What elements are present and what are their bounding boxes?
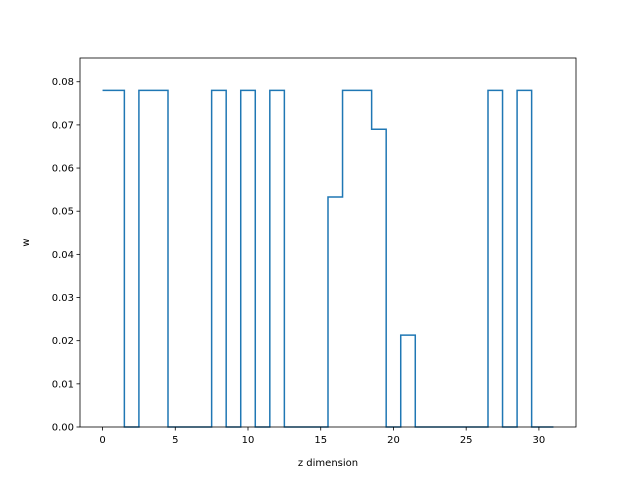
y-tick-label: 0.00 (52, 423, 74, 434)
x-tick-label: 25 (460, 435, 473, 446)
x-tick-label: 0 (99, 435, 105, 446)
y-tick-label: 0.05 (52, 207, 74, 218)
y-tick-label: 0.02 (52, 336, 74, 347)
series-line (102, 89, 554, 428)
axes-frame (79, 57, 577, 428)
y-axis-label: w (21, 238, 32, 246)
y-tick-label: 0.04 (52, 250, 74, 261)
x-tick-label: 20 (387, 435, 400, 446)
y-tick-label: 0.07 (52, 120, 74, 131)
y-axis-ticks: 0.00 0.01 0.02 0.03 0.04 0.05 0.06 0.07 0.08 (52, 77, 80, 434)
y-tick-label: 0.08 (52, 77, 74, 88)
x-axis-label: z dimension (298, 458, 358, 469)
y-tick-label: 0.01 (52, 379, 74, 390)
x-tick-label: 30 (533, 435, 546, 446)
x-axis-ticks: 0 5 10 15 20 25 30 (99, 427, 545, 446)
x-tick-label: 15 (314, 435, 327, 446)
y-tick-label: 0.06 (52, 164, 74, 175)
plot-area (102, 89, 554, 428)
x-tick-label: 10 (242, 435, 255, 446)
x-tick-label: 5 (172, 435, 178, 446)
y-tick-label: 0.03 (52, 293, 74, 304)
